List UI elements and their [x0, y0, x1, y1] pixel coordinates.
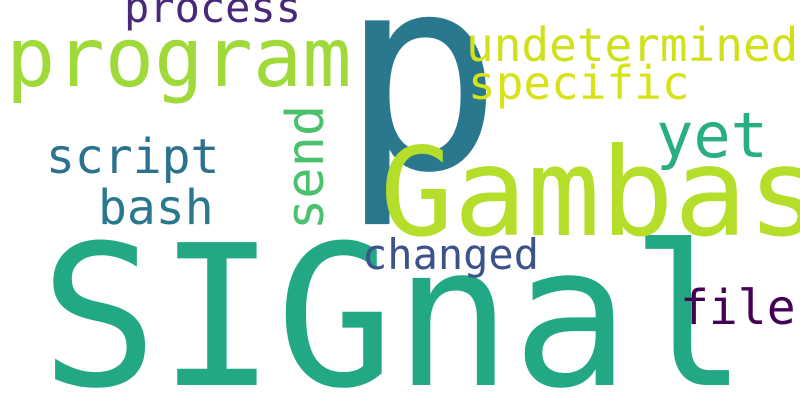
word-yet: yet: [656, 99, 768, 172]
word-script: script: [46, 129, 220, 185]
word-file: file: [680, 280, 796, 336]
word-changed: changed: [362, 230, 540, 279]
word-gambas: Gambas: [380, 122, 800, 264]
word-p: p: [340, 0, 503, 232]
word-program: program: [6, 11, 352, 106]
word-specific: specific: [468, 56, 690, 110]
word-undetermined: undetermined: [466, 18, 799, 72]
word-process: process: [124, 0, 302, 32]
word-bash: bash: [98, 180, 214, 236]
word-send: send: [276, 104, 336, 230]
word-signal: SIGnal: [40, 204, 749, 400]
